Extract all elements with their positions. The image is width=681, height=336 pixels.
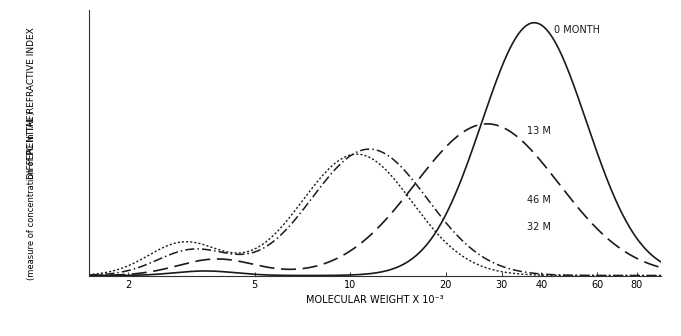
Text: DIFFERENTIAL REFRACTIVE INDEX: DIFFERENTIAL REFRACTIVE INDEX [27,27,36,179]
Text: 32 M: 32 M [527,222,551,233]
Text: 0 MONTH: 0 MONTH [554,25,601,35]
Text: 13 M: 13 M [527,126,551,136]
X-axis label: MOLECULAR WEIGHT X 10⁻³: MOLECULAR WEIGHT X 10⁻³ [306,295,443,304]
Text: 46 M: 46 M [527,195,551,205]
Text: (measure of concentration of PC in THF): (measure of concentration of PC in THF) [27,112,36,280]
